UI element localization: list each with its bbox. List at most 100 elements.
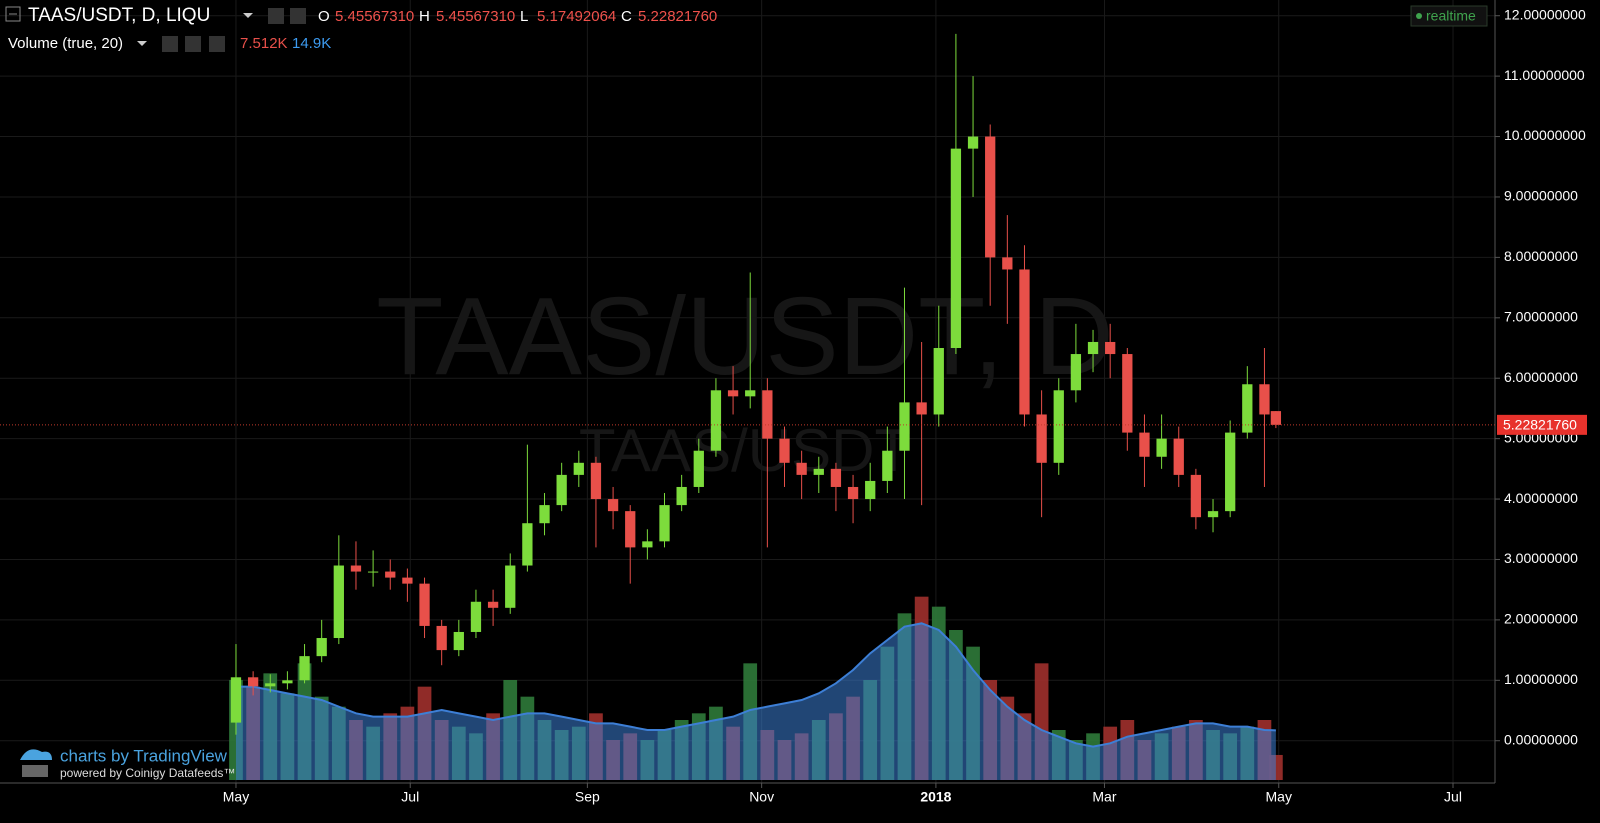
candle-body — [1053, 390, 1064, 463]
x-tick-label: Mar — [1092, 789, 1116, 805]
watermark: TAAS/USDT, D — [376, 275, 1114, 398]
eye-icon[interactable] — [268, 8, 284, 24]
ohlc-value: 5.17492064 — [537, 8, 616, 25]
y-tick-label: 3.00000000 — [1504, 550, 1578, 566]
y-tick-label: 0.00000000 — [1504, 731, 1578, 747]
candle-body — [813, 468, 824, 475]
dropdown-arrow[interactable] — [137, 41, 147, 46]
volume-value: 7.512K — [240, 35, 288, 52]
axes: 0.00000000 1.00000000 2.00000000 3.00000000… — [0, 6, 1587, 805]
candle-body — [762, 390, 773, 439]
candle-body — [299, 656, 310, 681]
candles — [230, 33, 1282, 735]
collapse-icon[interactable] — [5, 6, 21, 22]
candle-body — [933, 348, 944, 415]
candle-body — [625, 511, 636, 548]
candle-body — [847, 486, 859, 500]
dropdown-arrow[interactable] — [243, 13, 253, 18]
candle-body — [1270, 411, 1282, 425]
ohlc-key: L — [520, 8, 528, 25]
tradingview-logo — [20, 749, 52, 760]
candle-body — [659, 505, 670, 542]
candle-body — [1242, 384, 1253, 433]
ohlc-value: 5.22821760 — [638, 8, 717, 25]
candle-body — [247, 677, 259, 687]
candle-body — [419, 583, 430, 626]
candle-body — [522, 523, 533, 566]
coinigy-logo — [22, 765, 48, 777]
ohlc-value: 5.45567310 — [436, 8, 515, 25]
y-tick-label: 6.00000000 — [1504, 369, 1578, 385]
candle-body — [453, 631, 464, 651]
candle-body — [556, 474, 567, 506]
realtime-text: realtime — [1426, 8, 1476, 24]
candle-body — [539, 505, 550, 524]
candle-body — [505, 565, 516, 608]
ohlc-value: 5.45567310 — [335, 8, 414, 25]
candle-body — [779, 438, 790, 463]
candle-body — [916, 402, 927, 415]
settings-icon[interactable] — [185, 36, 201, 52]
settings-icon[interactable] — [290, 8, 306, 24]
branding[interactable]: charts by TradingView — [60, 746, 228, 765]
volume-ma-area — [235, 623, 1276, 780]
y-tick-label: 10.00000000 — [1504, 127, 1586, 143]
candle-body — [882, 450, 893, 481]
y-tick-label: 8.00000000 — [1504, 248, 1578, 264]
candle-body — [796, 462, 807, 475]
candle-body — [1019, 269, 1030, 415]
symbol-title[interactable]: TAAS/USDT, D, LIQU — [28, 5, 210, 26]
candle-body — [316, 638, 327, 657]
candle-body — [230, 677, 242, 723]
x-tick-label: Jul — [1444, 789, 1462, 805]
volume-title[interactable]: Volume (true, 20) — [8, 35, 123, 52]
y-tick-label: 9.00000000 — [1504, 188, 1578, 204]
eye-icon[interactable] — [162, 36, 178, 52]
candle-body — [950, 148, 962, 349]
candle-body — [1087, 341, 1099, 355]
candle-body — [1122, 354, 1133, 433]
volume-pane — [229, 596, 1283, 780]
candle-body — [1173, 438, 1184, 475]
ohlc-key: C — [621, 8, 632, 25]
branding-sub: powered by Coinigy Datafeeds™ — [60, 766, 235, 780]
last-price-label: 5.22821760 — [1503, 417, 1577, 433]
x-tick-label: May — [1266, 789, 1292, 805]
volume-ma-value: 14.9K — [292, 35, 331, 52]
candle-body — [385, 571, 396, 578]
y-tick-label: 11.00000000 — [1504, 67, 1585, 83]
candle-body — [487, 601, 499, 608]
candle-body — [590, 462, 602, 500]
candle-body — [1070, 354, 1082, 391]
candle-body — [1259, 384, 1270, 415]
candle-body — [350, 565, 362, 572]
y-tick-label: 4.00000000 — [1504, 490, 1578, 506]
candle-body — [1002, 257, 1013, 270]
realtime-badge — [1410, 5, 1488, 27]
candle-body — [333, 565, 344, 639]
x-tick-label: Sep — [575, 789, 600, 805]
candle-body — [1225, 432, 1236, 512]
realtime-dot — [1416, 13, 1422, 19]
remove-icon[interactable] — [209, 36, 225, 52]
candle-body — [1156, 438, 1167, 457]
candle-body — [265, 683, 276, 687]
candle-body — [1190, 474, 1202, 518]
candle-body — [899, 402, 910, 451]
y-tick-label: 1.00000000 — [1504, 671, 1578, 687]
candle-body — [727, 390, 739, 397]
candle-body — [470, 601, 482, 632]
grid — [0, 0, 1495, 783]
candle-body — [367, 571, 379, 573]
candle-body — [865, 480, 876, 500]
volume-ma-line — [235, 622, 1276, 748]
candle-body — [607, 499, 619, 512]
candle-body — [1139, 432, 1150, 457]
ohlc-legend: O 5.45567310 H 5.45567310 L 5.17492064 C 5.2282… — [318, 8, 717, 25]
candle-body — [745, 390, 756, 397]
candle-body — [402, 577, 413, 584]
x-tick-label: May — [223, 789, 249, 805]
y-tick-label: 12.00000000 — [1504, 6, 1586, 22]
